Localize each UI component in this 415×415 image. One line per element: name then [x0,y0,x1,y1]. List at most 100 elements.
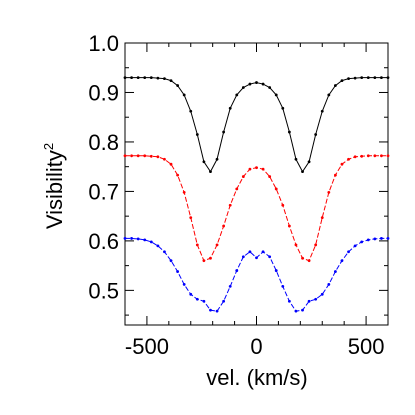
data-point [228,285,232,288]
data-point [149,154,153,158]
data-point [373,76,377,80]
data-point [261,250,265,254]
data-point [287,299,291,303]
data-point [287,130,291,134]
data-point [281,203,285,207]
data-point [163,250,166,254]
data-point [182,93,186,97]
data-point [163,77,166,81]
data-point [215,309,219,313]
data-point [255,81,258,84]
data-point [123,154,127,158]
x-axis-label: vel. (km/s) [206,365,307,390]
data-point [274,269,278,272]
data-point [327,283,331,286]
data-point [149,240,153,244]
data-point [353,155,357,159]
series-layer [123,76,390,313]
data-point [202,299,206,303]
data-point [241,86,245,89]
data-point [320,109,324,113]
data-point [294,243,298,247]
data-point [169,79,173,82]
data-point [235,93,239,97]
data-point [136,154,140,158]
data-point [195,133,199,136]
data-point [380,76,383,80]
data-point [215,243,219,247]
data-point [340,259,344,263]
data-point [209,308,212,312]
data-point [386,237,390,240]
data-point [136,237,140,241]
data-point [248,167,252,171]
series-line [125,77,388,173]
data-point [334,173,337,177]
data-point [386,154,390,158]
data-point [143,238,147,242]
data-point [268,86,272,89]
data-point [169,259,173,263]
data-point [373,237,377,241]
data-point [182,283,186,286]
data-point [334,84,337,87]
x-tick-label: -500 [125,334,169,359]
data-point [268,255,272,259]
data-point [261,167,265,171]
data-point [380,154,383,158]
data-point [156,155,160,159]
data-point [353,76,357,80]
data-point [360,240,364,244]
data-point [176,173,180,177]
y-tick-label: 0.7 [88,179,119,204]
data-point [307,259,311,263]
data-point [366,238,370,242]
data-point [130,154,133,158]
y-axis-label-main: Visibility [42,150,67,229]
data-point [334,270,337,273]
data-point [169,162,173,166]
data-point [314,243,318,247]
data-point [314,297,318,301]
data-point [202,160,206,164]
data-point [189,109,193,113]
data-point [281,285,285,288]
y-tick-label: 0.9 [88,80,119,105]
data-point [215,157,219,161]
data-point [149,76,153,80]
data-point [347,77,350,81]
series-line [125,155,388,262]
data-point [255,166,258,170]
data-point [235,187,239,191]
data-point [268,175,272,178]
y-axis-label-superscript: 2 [41,143,56,150]
data-point [156,76,160,80]
plot-axes: -500 0 500 0.5 0.6 0.7 0.8 0.9 1.0 [88,31,389,359]
data-point [202,259,206,263]
series-2 [123,154,390,263]
data-point [195,297,199,301]
data-point [360,76,364,80]
data-point [360,154,364,158]
data-point [123,237,127,240]
data-point [189,292,193,296]
data-point [228,106,232,110]
data-point [274,93,278,97]
data-point [241,255,245,259]
data-point [163,157,166,161]
data-point [301,170,304,174]
data-point [261,82,265,86]
data-point [320,292,324,296]
data-point [189,216,193,220]
data-point [320,216,324,220]
data-point [143,76,147,80]
data-point [347,250,350,254]
plot-frame [124,42,389,326]
data-point [386,76,390,80]
data-point [222,130,226,134]
data-point [294,157,298,161]
y-tick-label: 0.5 [88,278,119,303]
data-point [130,76,133,80]
y-axis-label: Visibility2 [41,143,67,229]
